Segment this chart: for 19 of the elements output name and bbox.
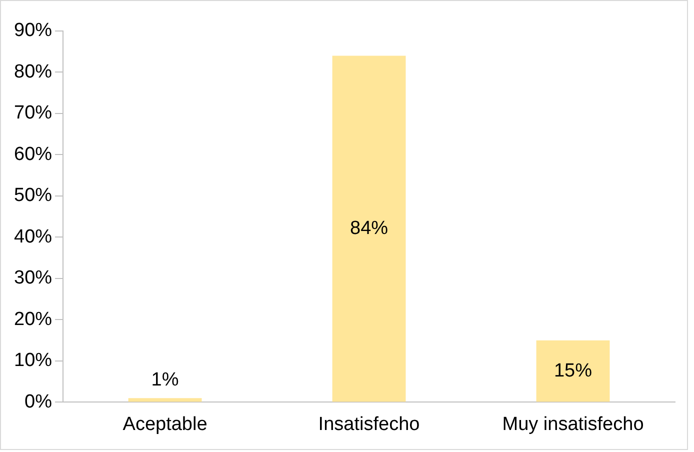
data-label: 84% — [350, 218, 388, 239]
y-tick-label: 20% — [14, 308, 52, 330]
y-tick-label: 50% — [14, 185, 52, 206]
y-tick-label: 80% — [14, 61, 52, 82]
y-tick-label: 0% — [24, 391, 52, 412]
x-tick-label: Muy insatisfecho — [502, 414, 644, 435]
bar — [536, 340, 610, 402]
y-tick-label: 60% — [14, 144, 52, 165]
y-tick-label: 40% — [14, 226, 52, 248]
y-tick-label: 10% — [14, 350, 52, 372]
y-tick-label: 90% — [14, 20, 52, 42]
y-tick-label: 70% — [14, 102, 52, 124]
data-label: 15% — [554, 360, 592, 382]
x-tick-label: Aceptable — [122, 414, 208, 435]
y-tick-label: 30% — [14, 268, 52, 289]
x-tick-label: Insatisfecho — [318, 414, 420, 435]
bar — [128, 398, 202, 402]
data-label: 1% — [151, 369, 179, 390]
bar — [332, 56, 406, 402]
